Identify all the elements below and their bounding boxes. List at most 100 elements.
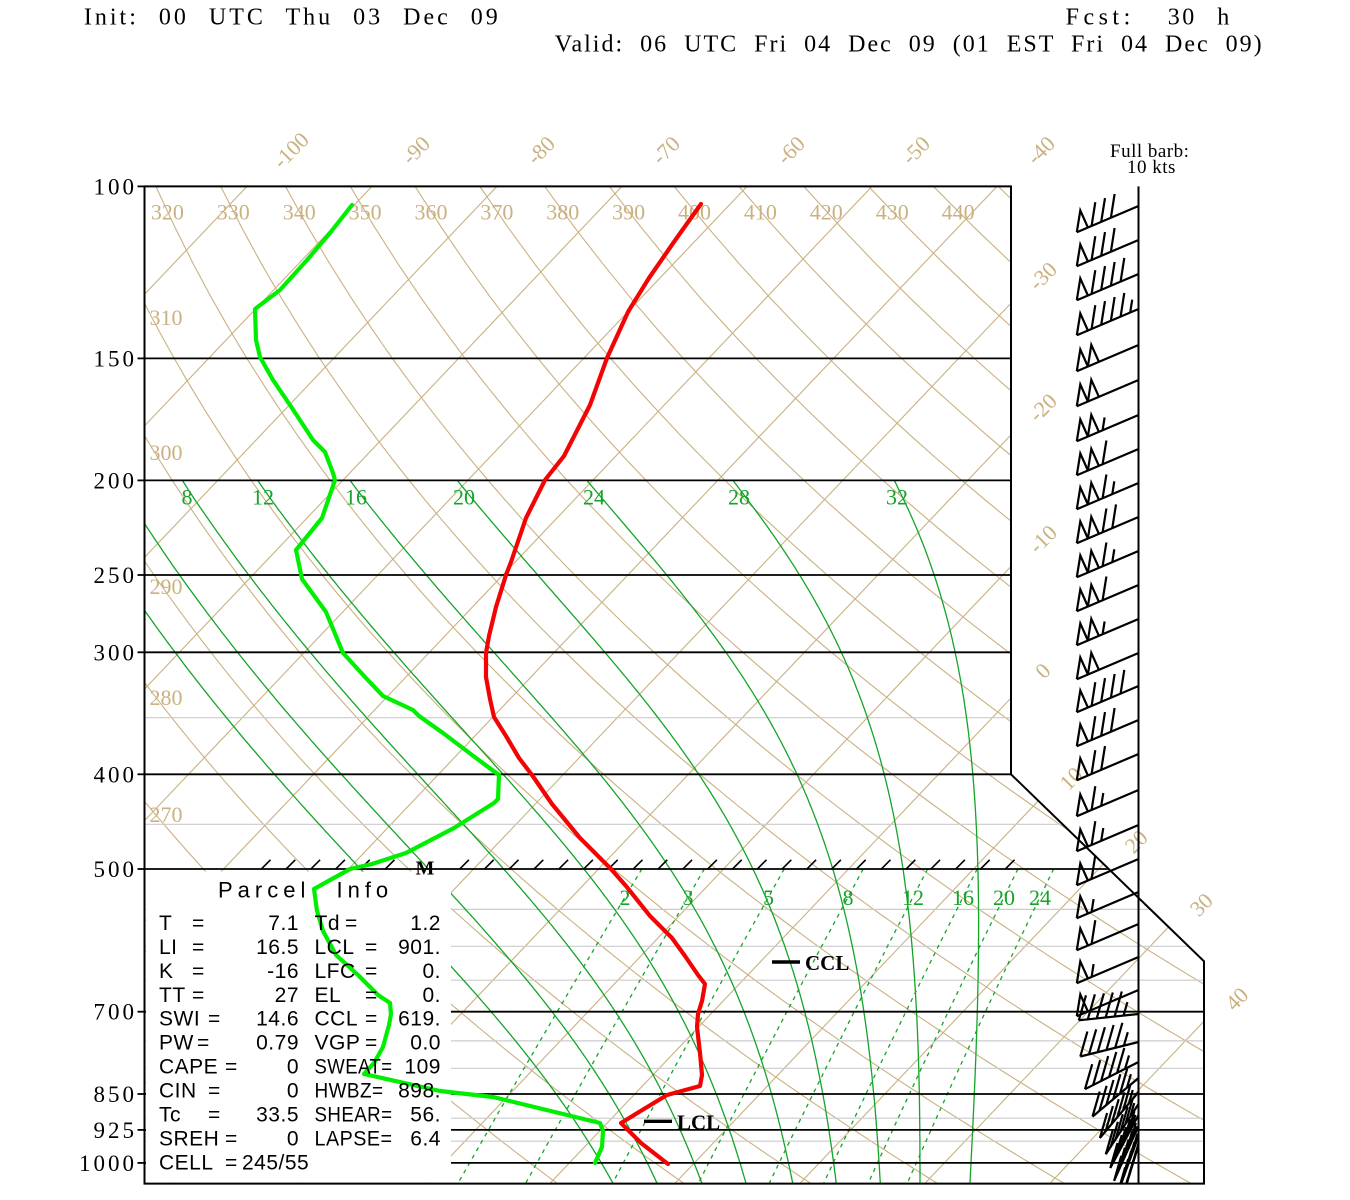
svg-text:Fcst:: Fcst: [1066, 4, 1135, 30]
svg-text:VGP: VGP [315, 1032, 361, 1055]
svg-text:PW: PW [159, 1032, 194, 1055]
svg-text:420: 420 [810, 200, 843, 225]
svg-text:250: 250 [94, 563, 138, 588]
svg-text:925: 925 [94, 1118, 138, 1143]
svg-text:370: 370 [480, 200, 513, 225]
svg-text:0: 0 [287, 1056, 299, 1079]
svg-text:360: 360 [415, 200, 448, 225]
svg-text:LCL: LCL [677, 1111, 720, 1135]
svg-text:0.0: 0.0 [410, 1032, 441, 1055]
svg-text:16: 16 [952, 885, 974, 910]
svg-text:=: = [225, 1056, 238, 1079]
svg-text:=: = [365, 1008, 378, 1031]
svg-text:27: 27 [275, 984, 299, 1007]
svg-text:CCL: CCL [805, 951, 849, 975]
svg-text:100: 100 [94, 174, 138, 199]
svg-text:280: 280 [150, 685, 183, 710]
svg-text:6.4: 6.4 [410, 1127, 441, 1150]
svg-text:=: = [225, 1151, 238, 1174]
svg-text:=: = [192, 960, 205, 983]
svg-text:2: 2 [620, 885, 631, 910]
svg-text:340: 340 [283, 200, 316, 225]
svg-text:300: 300 [94, 640, 138, 665]
svg-text:CAPE: CAPE [159, 1056, 218, 1079]
svg-text:LFC: LFC [315, 960, 356, 983]
svg-text:SHEAR=: SHEAR= [315, 1103, 393, 1126]
svg-text:24: 24 [1029, 885, 1051, 910]
svg-text:28: 28 [728, 485, 750, 510]
svg-text:Full barb:: Full barb: [1110, 141, 1189, 162]
svg-text:0.: 0. [422, 984, 441, 1007]
svg-text:=: = [192, 912, 205, 935]
svg-text:380: 380 [546, 200, 579, 225]
svg-text:8: 8 [182, 485, 193, 510]
svg-text:5: 5 [763, 885, 774, 910]
svg-text:TT: TT [159, 984, 186, 1007]
svg-text:16.5: 16.5 [256, 936, 299, 959]
svg-text:Valid: 06 UTC Fri 04 Dec 09 (0: Valid: 06 UTC Fri 04 Dec 09 (01 EST Fri … [555, 32, 1264, 58]
svg-text:619.: 619. [398, 1008, 441, 1031]
svg-text:300: 300 [150, 440, 183, 465]
svg-text:898.: 898. [398, 1080, 441, 1103]
svg-text:EL: EL [315, 984, 342, 1007]
svg-text:200: 200 [94, 468, 138, 493]
svg-text:12: 12 [252, 485, 274, 510]
svg-text:700: 700 [94, 1000, 138, 1025]
svg-text:400: 400 [94, 762, 138, 787]
svg-text:430: 430 [876, 200, 909, 225]
svg-text:320: 320 [151, 200, 184, 225]
svg-text:3: 3 [683, 885, 694, 910]
svg-text:LCL: LCL [315, 936, 355, 959]
svg-text:=: = [192, 984, 205, 1007]
svg-text:T: T [159, 912, 172, 935]
svg-text:30 h: 30 h [1168, 4, 1232, 30]
svg-text:310: 310 [150, 305, 183, 330]
svg-text:CELL: CELL [159, 1151, 214, 1174]
svg-text:109: 109 [404, 1056, 441, 1079]
svg-text:410: 410 [744, 200, 777, 225]
svg-text:8: 8 [843, 885, 854, 910]
svg-text:0: 0 [287, 1127, 299, 1150]
svg-text:440: 440 [942, 200, 975, 225]
svg-text:=: = [208, 1008, 221, 1031]
svg-text:=: = [208, 1080, 221, 1103]
svg-text:=: = [208, 1103, 221, 1126]
svg-text:SWI: SWI [159, 1008, 200, 1031]
svg-text:=: = [192, 936, 205, 959]
svg-text:SWEAT=: SWEAT= [315, 1056, 393, 1079]
svg-text:290: 290 [150, 574, 183, 599]
svg-text:Td: Td [315, 912, 341, 935]
svg-text:CCL: CCL [315, 1008, 359, 1031]
svg-text:32: 32 [886, 485, 908, 510]
svg-text:-16: -16 [267, 960, 299, 983]
svg-text:SREH: SREH [159, 1127, 219, 1150]
svg-text:390: 390 [612, 200, 645, 225]
svg-text:24: 24 [583, 485, 605, 510]
svg-text:=: = [345, 912, 358, 935]
svg-text:16: 16 [345, 485, 367, 510]
svg-text:LAPSE=: LAPSE= [315, 1127, 393, 1150]
svg-text:14.6: 14.6 [256, 1008, 299, 1031]
svg-text:33.5: 33.5 [256, 1103, 299, 1126]
svg-text:20: 20 [993, 885, 1015, 910]
svg-text:500: 500 [94, 857, 138, 882]
svg-text:Init: 00 UTC Thu 03 Dec 09: Init: 00 UTC Thu 03 Dec 09 [84, 4, 501, 30]
svg-text:M: M [416, 858, 435, 880]
svg-text:0.79: 0.79 [256, 1032, 299, 1055]
svg-text:150: 150 [94, 346, 138, 371]
svg-text:=: = [365, 984, 378, 1007]
svg-text:Parcel Info: Parcel Info [218, 878, 393, 903]
svg-text:1000: 1000 [79, 1151, 137, 1176]
svg-text:245/55: 245/55 [242, 1151, 309, 1174]
svg-text:=: = [365, 936, 378, 959]
svg-text:1.2: 1.2 [410, 912, 441, 935]
svg-text:12: 12 [902, 885, 924, 910]
svg-text:=: = [365, 960, 378, 983]
svg-text:CIN: CIN [159, 1080, 197, 1103]
svg-text:20: 20 [453, 485, 475, 510]
svg-text:=: = [197, 1032, 210, 1055]
svg-text:=: = [365, 1032, 378, 1055]
svg-text:10 kts: 10 kts [1127, 157, 1176, 178]
svg-text:K: K [159, 960, 174, 983]
svg-text:850: 850 [94, 1082, 138, 1107]
